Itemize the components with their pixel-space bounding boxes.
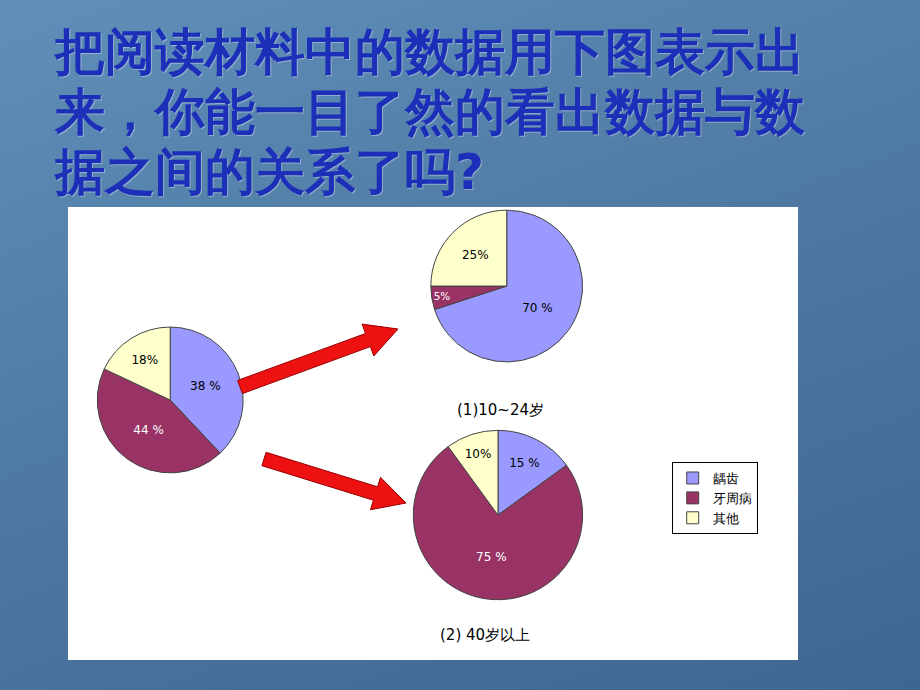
svg-text:44 %: 44 % <box>133 423 164 437</box>
svg-text:70 %: 70 % <box>522 301 553 315</box>
svg-text:其他: 其他 <box>713 511 739 526</box>
svg-text:75 %: 75 % <box>476 550 507 564</box>
svg-text:10%: 10% <box>465 447 492 461</box>
svg-text:15 %: 15 % <box>509 456 540 470</box>
html-text:把阅读材料中的数据用下图表示出来，你能一目了然的看出数据与数: 把阅读材料中的数据用下图表示出来，你能一目了然的看出数据与数据之间的关系了吗? <box>55 23 805 201</box>
svg-text:(1)10~24岁: (1)10~24岁 <box>457 401 544 419</box>
svg-text:牙周病: 牙周病 <box>713 491 752 506</box>
svg-text:38 %: 38 % <box>190 379 221 393</box>
svg-text:龋齿: 龋齿 <box>713 471 739 486</box>
svg-text:5%: 5% <box>434 290 451 302</box>
svg-text:18%: 18% <box>131 353 158 367</box>
svg-text:(2) 40岁以上: (2) 40岁以上 <box>440 626 530 644</box>
svg-text:25%: 25% <box>462 248 489 262</box>
